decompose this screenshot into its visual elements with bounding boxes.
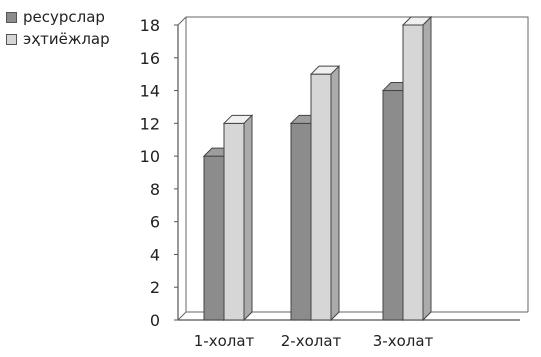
- x-tick-label-2: 3-холат: [373, 332, 434, 350]
- legend-label-resources: ресурслар: [23, 8, 105, 26]
- y-tick-label: 14: [140, 82, 160, 101]
- bar-0-0: [203, 155, 225, 321]
- y-tick-label: 2: [150, 278, 160, 297]
- bar-0-2: [382, 90, 404, 321]
- legend-item-1: эҳтиёжлар: [6, 28, 110, 50]
- legend-label-needs: эҳтиёжлар: [23, 30, 110, 48]
- bar-side-1-0: [243, 114, 253, 322]
- bar-1-0: [223, 122, 245, 321]
- y-tick-label: 18: [140, 16, 160, 35]
- y-tick-label: 6: [150, 213, 160, 232]
- y-tick-label: 12: [140, 114, 160, 133]
- legend-item-0: ресурслар: [6, 6, 110, 28]
- bar-0-1: [290, 122, 312, 321]
- legend: ресурслар эҳтиёжлар: [6, 6, 110, 50]
- y-tick-label: 0: [150, 311, 160, 330]
- y-tick-label: 4: [150, 245, 160, 264]
- bar-1-1: [310, 73, 332, 321]
- bar-1-2: [402, 24, 424, 321]
- y-tick-label: 8: [150, 180, 160, 199]
- bar-side-1-2: [422, 15, 432, 322]
- y-tick-label: 16: [140, 49, 160, 68]
- bar-side-1-1: [330, 64, 340, 322]
- x-tick-label-0: 1-холат: [194, 332, 255, 350]
- y-tick-label: 10: [140, 147, 160, 166]
- legend-swatch-resources: [6, 11, 17, 23]
- legend-swatch-needs: [6, 33, 17, 45]
- x-tick-label-1: 2-холат: [281, 332, 342, 350]
